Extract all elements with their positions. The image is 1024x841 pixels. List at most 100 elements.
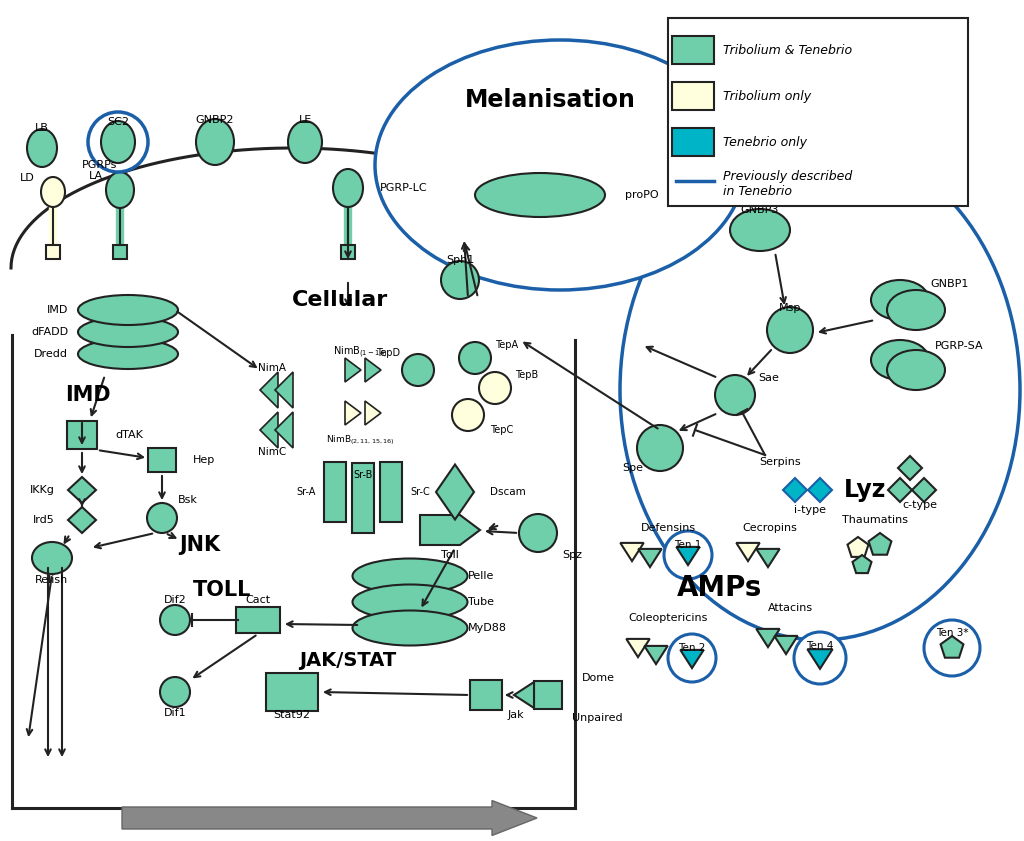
Text: Previously described: Previously described xyxy=(723,170,852,182)
Text: IKKg: IKKg xyxy=(30,485,55,495)
Text: Stat92: Stat92 xyxy=(273,710,310,720)
Text: Jak: Jak xyxy=(508,710,524,720)
Polygon shape xyxy=(898,456,922,480)
Ellipse shape xyxy=(352,611,468,646)
Polygon shape xyxy=(680,650,703,668)
Text: Thaumatins: Thaumatins xyxy=(842,515,908,525)
Text: in Tenebrio: in Tenebrio xyxy=(723,184,792,198)
Text: TepC: TepC xyxy=(490,425,513,435)
Polygon shape xyxy=(68,507,96,533)
Text: c-type: c-type xyxy=(902,500,938,510)
Text: Defensins: Defensins xyxy=(640,523,695,533)
Text: Hep: Hep xyxy=(193,455,215,465)
Text: PGRP-SA: PGRP-SA xyxy=(935,341,984,351)
Text: Dredd: Dredd xyxy=(34,349,68,359)
Text: Sr-C: Sr-C xyxy=(410,487,430,497)
Circle shape xyxy=(664,531,712,579)
FancyBboxPatch shape xyxy=(534,681,562,709)
Text: Melanisation: Melanisation xyxy=(465,88,636,112)
Polygon shape xyxy=(941,636,964,658)
Ellipse shape xyxy=(441,261,479,299)
Ellipse shape xyxy=(41,177,65,207)
FancyBboxPatch shape xyxy=(148,448,176,472)
Text: Sr-A: Sr-A xyxy=(297,487,316,497)
Text: Dif1: Dif1 xyxy=(164,708,186,718)
Ellipse shape xyxy=(78,295,178,325)
Polygon shape xyxy=(757,549,779,567)
Circle shape xyxy=(924,620,980,676)
Text: Pelle: Pelle xyxy=(468,571,495,581)
FancyBboxPatch shape xyxy=(67,421,97,449)
Text: TepA: TepA xyxy=(495,340,518,350)
Ellipse shape xyxy=(352,584,468,620)
Text: AMPs: AMPs xyxy=(677,574,763,602)
FancyBboxPatch shape xyxy=(266,673,318,711)
Polygon shape xyxy=(420,515,480,545)
FancyBboxPatch shape xyxy=(672,36,714,64)
Ellipse shape xyxy=(333,169,362,207)
Polygon shape xyxy=(783,478,807,502)
Text: TepD: TepD xyxy=(376,348,400,358)
Polygon shape xyxy=(807,649,833,669)
Text: Msp: Msp xyxy=(779,303,801,313)
Polygon shape xyxy=(514,682,534,708)
FancyBboxPatch shape xyxy=(341,245,355,259)
Polygon shape xyxy=(757,629,779,647)
Polygon shape xyxy=(774,636,798,654)
Text: Cact: Cact xyxy=(246,595,270,605)
Polygon shape xyxy=(275,412,293,448)
FancyBboxPatch shape xyxy=(470,680,502,710)
Ellipse shape xyxy=(887,350,945,390)
Ellipse shape xyxy=(871,340,929,380)
Polygon shape xyxy=(853,555,871,573)
Ellipse shape xyxy=(479,372,511,404)
Polygon shape xyxy=(888,478,912,502)
Text: Tribolium only: Tribolium only xyxy=(723,89,811,103)
Text: Bsk: Bsk xyxy=(178,495,198,505)
Polygon shape xyxy=(365,358,381,382)
Ellipse shape xyxy=(196,119,234,165)
Polygon shape xyxy=(912,478,936,502)
Text: Tube: Tube xyxy=(468,597,494,607)
FancyBboxPatch shape xyxy=(380,462,402,522)
Text: NimB$_{(2,11,15,16)}$: NimB$_{(2,11,15,16)}$ xyxy=(326,433,394,447)
Polygon shape xyxy=(436,464,474,520)
Text: Ten 3*: Ten 3* xyxy=(936,628,969,638)
Text: proPO: proPO xyxy=(625,190,658,200)
Text: NimC: NimC xyxy=(258,447,286,457)
FancyBboxPatch shape xyxy=(236,607,280,633)
Text: GNBP1: GNBP1 xyxy=(930,279,969,289)
Text: Ten 1: Ten 1 xyxy=(675,540,701,550)
Text: Ten 4: Ten 4 xyxy=(806,641,834,651)
Polygon shape xyxy=(868,533,892,555)
Polygon shape xyxy=(345,358,361,382)
Ellipse shape xyxy=(767,307,813,353)
Polygon shape xyxy=(644,646,668,664)
Text: Cecropins: Cecropins xyxy=(742,523,798,533)
Text: NimB$_{(1-14)}$: NimB$_{(1-14)}$ xyxy=(333,344,387,360)
FancyBboxPatch shape xyxy=(352,463,374,533)
Text: Dscam: Dscam xyxy=(490,487,525,497)
Text: LA: LA xyxy=(89,171,103,181)
Text: TepB: TepB xyxy=(515,370,539,380)
Text: Coleoptericins: Coleoptericins xyxy=(629,613,708,623)
Ellipse shape xyxy=(519,514,557,552)
Ellipse shape xyxy=(459,342,490,374)
Ellipse shape xyxy=(288,121,322,163)
Ellipse shape xyxy=(106,172,134,208)
Text: Relish: Relish xyxy=(36,575,69,585)
Text: Lyz: Lyz xyxy=(844,478,886,502)
Text: dFADD: dFADD xyxy=(31,327,68,337)
Text: Ird5: Ird5 xyxy=(33,515,55,525)
Text: TOLL: TOLL xyxy=(193,580,251,600)
Text: PGRPs: PGRPs xyxy=(82,160,118,170)
Text: IMD: IMD xyxy=(66,385,111,405)
Circle shape xyxy=(794,632,846,684)
Text: Attacins: Attacins xyxy=(767,603,813,613)
Circle shape xyxy=(668,634,716,682)
Text: Tenebrio only: Tenebrio only xyxy=(723,135,807,149)
Text: PGRP-LC: PGRP-LC xyxy=(380,183,428,193)
Polygon shape xyxy=(260,372,278,408)
Ellipse shape xyxy=(27,129,57,167)
Ellipse shape xyxy=(78,317,178,347)
